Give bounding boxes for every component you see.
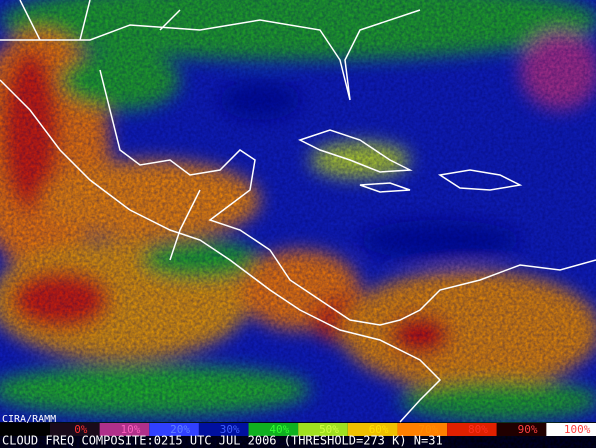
legend-label: 0% [74, 423, 88, 436]
legend-swatch [397, 423, 448, 436]
legend-swatch [298, 423, 348, 436]
cloud-field [0, 0, 596, 422]
legend-label: 50% [319, 423, 339, 436]
legend-label: 40% [269, 423, 289, 436]
caption: CLOUD FREQ COMPOSITE:0215 UTC JUL 2006 (… [2, 434, 443, 448]
legend-label: 90% [518, 423, 538, 436]
coastlines [0, 0, 596, 423]
legend-swatch [546, 423, 596, 436]
legend-swatch [447, 423, 497, 436]
legend-label: 70% [418, 423, 438, 436]
legend-label: 30% [220, 423, 240, 436]
legend-swatch [50, 423, 100, 436]
legend-label: 80% [468, 423, 488, 436]
legend-swatch [198, 423, 249, 436]
legend-label: 60% [369, 423, 389, 436]
legend-swatch [248, 423, 299, 436]
legend-label: 20% [170, 423, 190, 436]
legend-label: 100% [564, 423, 591, 436]
legend-label: 10% [121, 423, 141, 436]
credit: CIRA/RAMM [2, 414, 56, 425]
color-legend: 0% 10% 20% 30% 40% 50% 60% 70% 80% 90% 100% [0, 423, 596, 436]
legend-swatch [347, 423, 398, 436]
legend-swatch [99, 423, 150, 436]
legend-swatch [496, 423, 547, 436]
legend-swatch [149, 423, 199, 436]
